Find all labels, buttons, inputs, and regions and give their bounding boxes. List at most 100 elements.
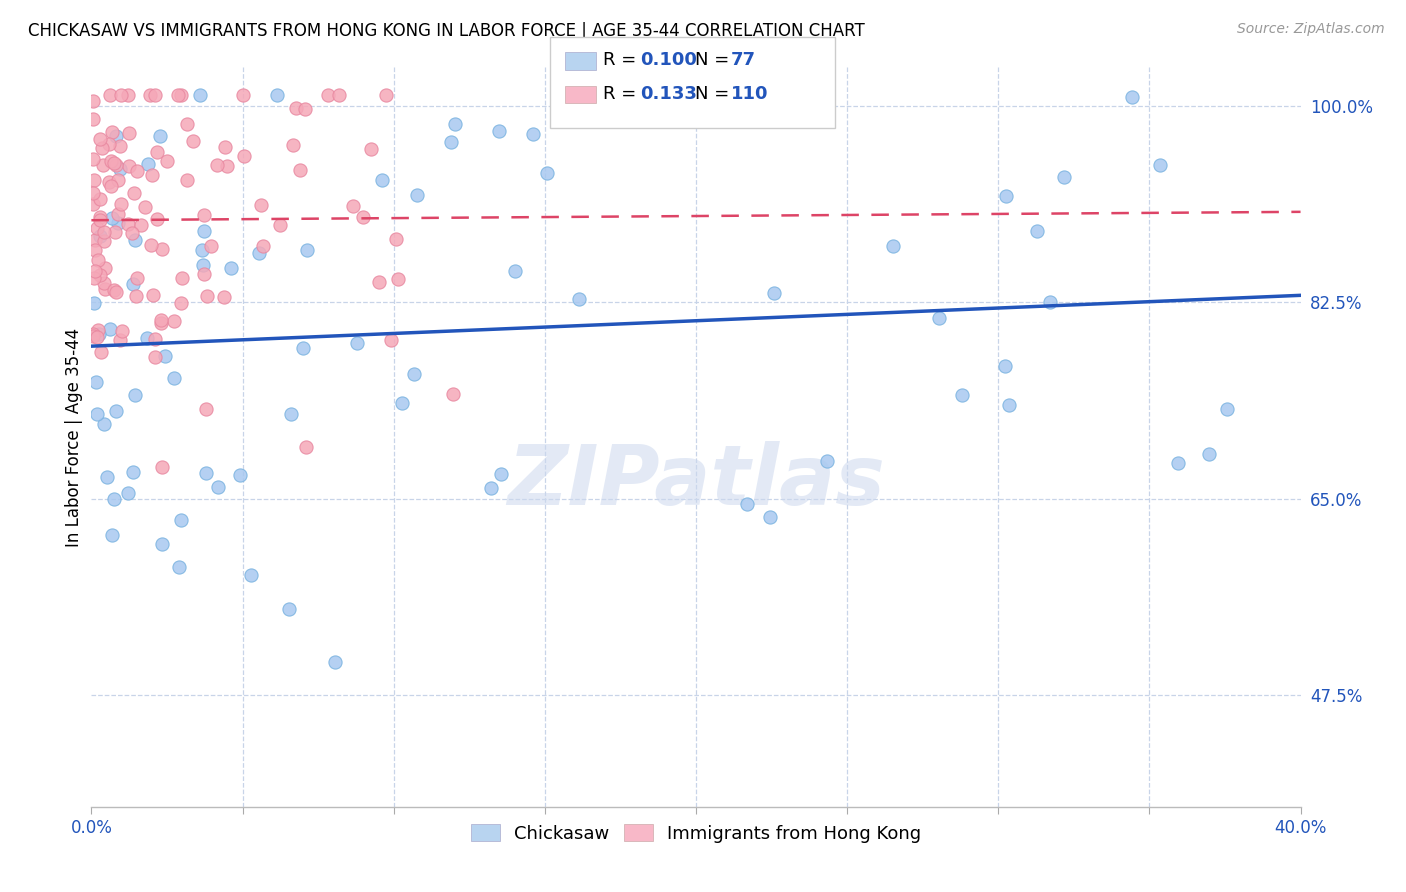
Point <box>205 158 228 172</box>
Point <box>117 126 139 140</box>
Point <box>84 376 107 390</box>
Point <box>489 467 512 481</box>
Point <box>735 497 758 511</box>
Point <box>87 323 110 337</box>
Point <box>1167 456 1189 470</box>
Point <box>188 87 211 102</box>
Point <box>1053 169 1076 184</box>
Point <box>122 277 145 291</box>
Point <box>283 137 305 152</box>
Point <box>239 567 262 582</box>
Point <box>118 159 141 173</box>
Point <box>121 226 143 240</box>
Point <box>181 134 204 148</box>
Point <box>93 234 115 248</box>
Point <box>104 404 127 418</box>
Point <box>146 145 169 160</box>
Point <box>370 172 392 186</box>
Point <box>440 136 463 150</box>
Point <box>193 267 215 281</box>
Point <box>129 219 152 233</box>
Point <box>107 173 129 187</box>
Point <box>82 328 104 343</box>
Point <box>97 175 120 189</box>
Point <box>1215 401 1237 416</box>
Point <box>124 186 146 200</box>
Point <box>247 245 270 260</box>
Point <box>195 401 218 416</box>
Point <box>87 326 110 341</box>
Point <box>950 388 973 402</box>
Text: 0.100: 0.100 <box>640 51 696 69</box>
Point <box>385 231 408 245</box>
Point <box>249 198 271 212</box>
Point <box>387 272 409 286</box>
Point <box>125 289 148 303</box>
Point <box>229 468 252 483</box>
Text: N =: N = <box>695 85 734 103</box>
Point <box>568 293 591 307</box>
Point <box>143 87 166 102</box>
Point <box>380 333 402 347</box>
Point <box>1121 90 1143 104</box>
Point <box>84 244 107 258</box>
Point <box>252 239 274 253</box>
Point <box>96 469 118 483</box>
Point <box>928 311 950 326</box>
Point <box>536 166 558 180</box>
Point <box>402 368 425 382</box>
Point <box>141 168 163 182</box>
Point <box>107 207 129 221</box>
Point <box>143 351 166 365</box>
Point <box>167 559 190 574</box>
Point <box>83 296 105 310</box>
Point <box>86 221 108 235</box>
Point <box>994 359 1017 374</box>
Point <box>266 87 288 102</box>
Point <box>328 87 350 102</box>
Point <box>136 157 159 171</box>
Point <box>163 314 186 328</box>
Point <box>352 210 374 224</box>
Point <box>141 237 163 252</box>
Point <box>100 154 122 169</box>
Point <box>360 142 382 156</box>
Point <box>90 344 112 359</box>
Point <box>89 268 111 283</box>
Point <box>82 327 104 342</box>
Point <box>170 513 193 527</box>
Point <box>391 396 413 410</box>
Point <box>93 277 115 291</box>
Point <box>83 172 105 186</box>
Point <box>1149 157 1171 171</box>
Point <box>441 387 464 401</box>
Point <box>101 125 124 139</box>
Point <box>117 217 139 231</box>
Point <box>163 371 186 385</box>
Text: Source: ZipAtlas.com: Source: ZipAtlas.com <box>1237 22 1385 37</box>
Text: ZIPatlas: ZIPatlas <box>508 441 884 522</box>
Point <box>86 253 108 268</box>
Point <box>297 243 319 257</box>
Point <box>82 95 104 109</box>
Point <box>134 200 156 214</box>
Point <box>104 225 127 239</box>
Point <box>152 242 174 256</box>
Point <box>103 156 125 170</box>
Point <box>503 264 526 278</box>
Point <box>86 407 108 421</box>
Point <box>269 218 291 232</box>
Point <box>139 87 162 102</box>
Point <box>108 333 131 347</box>
Point <box>277 602 299 616</box>
Point <box>145 211 167 226</box>
Point <box>135 331 157 345</box>
Point <box>193 224 215 238</box>
Point <box>117 486 139 500</box>
Point <box>149 129 172 144</box>
Point <box>193 208 215 222</box>
Text: R =: R = <box>603 85 643 103</box>
Point <box>91 141 114 155</box>
Point <box>117 87 139 102</box>
Point <box>82 152 104 166</box>
